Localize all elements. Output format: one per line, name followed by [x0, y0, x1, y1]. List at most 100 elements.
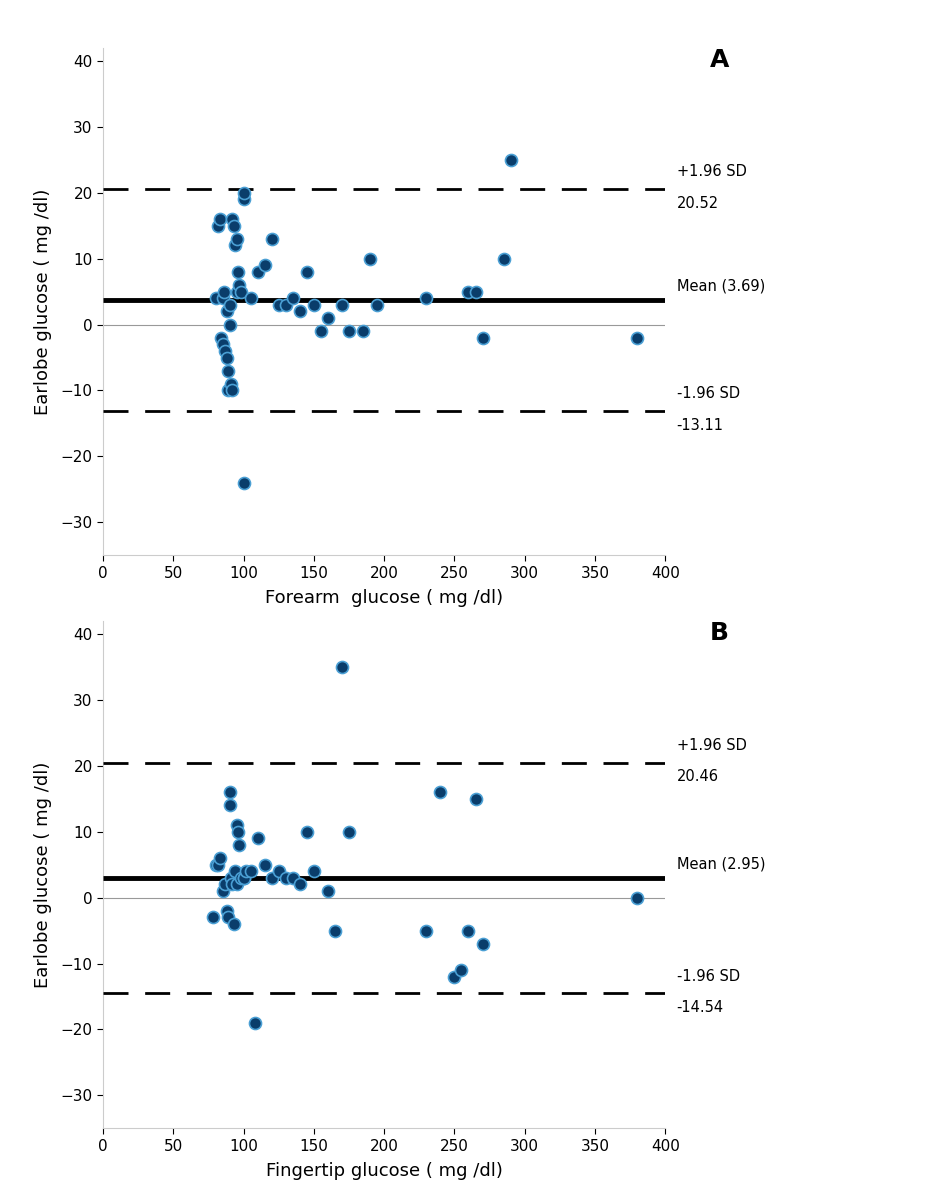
Point: [226, 216, 241, 235]
Point: [242, 289, 257, 308]
Text: -1.96 SD: -1.96 SD: [676, 386, 739, 401]
Point: [220, 907, 235, 927]
Point: [292, 302, 307, 321]
Point: [230, 823, 245, 842]
Point: [250, 263, 265, 282]
Point: [231, 276, 246, 295]
Point: [461, 282, 475, 301]
Text: A: A: [709, 48, 729, 72]
Point: [271, 862, 285, 881]
Point: [220, 361, 235, 380]
Point: [242, 862, 257, 881]
Point: [216, 282, 231, 301]
Point: [228, 229, 243, 248]
Point: [503, 150, 518, 170]
Text: -13.11: -13.11: [676, 418, 723, 432]
Point: [205, 907, 220, 927]
Point: [362, 250, 377, 269]
Point: [418, 289, 433, 308]
Point: [233, 282, 248, 301]
Point: [264, 868, 279, 887]
Point: [208, 855, 223, 874]
Point: [214, 334, 230, 353]
Point: [236, 473, 251, 492]
Point: [211, 216, 226, 235]
Point: [208, 289, 223, 308]
Point: [256, 256, 271, 275]
Text: -14.54: -14.54: [676, 1001, 723, 1015]
Point: [264, 229, 279, 248]
Point: [228, 282, 243, 301]
Text: 20.46: 20.46: [676, 769, 718, 784]
Point: [212, 210, 227, 229]
Point: [629, 888, 644, 907]
Text: Mean (2.95): Mean (2.95): [676, 856, 764, 872]
Point: [327, 921, 342, 940]
Point: [334, 658, 349, 677]
Point: [453, 961, 468, 980]
Point: [467, 789, 482, 808]
Text: Mean (3.69): Mean (3.69): [676, 278, 764, 294]
Point: [475, 328, 490, 347]
Point: [217, 341, 232, 361]
Point: [228, 875, 243, 894]
Point: [231, 836, 246, 855]
Point: [226, 915, 241, 934]
Point: [230, 263, 245, 282]
Point: [225, 381, 240, 400]
Text: +1.96 SD: +1.96 SD: [676, 165, 746, 179]
Point: [236, 183, 251, 202]
Point: [233, 868, 248, 887]
Point: [212, 849, 227, 868]
Point: [306, 295, 321, 314]
Point: [223, 868, 238, 887]
Point: [285, 289, 300, 308]
Point: [306, 862, 321, 881]
Point: [278, 295, 293, 314]
X-axis label: Forearm  glucose ( mg /dl): Forearm glucose ( mg /dl): [265, 589, 503, 607]
Point: [299, 823, 314, 842]
Point: [320, 308, 335, 327]
Point: [334, 295, 349, 314]
Y-axis label: Earlobe glucose ( mg /dl): Earlobe glucose ( mg /dl): [34, 189, 52, 414]
Point: [225, 875, 240, 894]
Point: [320, 881, 335, 900]
Point: [250, 829, 265, 848]
Y-axis label: Earlobe glucose ( mg /dl): Earlobe glucose ( mg /dl): [34, 762, 52, 987]
Point: [313, 321, 328, 340]
Point: [629, 328, 644, 347]
Point: [461, 921, 475, 940]
Point: [236, 190, 251, 209]
Point: [236, 868, 251, 887]
Point: [227, 862, 242, 881]
Point: [475, 934, 490, 953]
Point: [219, 302, 234, 321]
Point: [225, 210, 240, 229]
Point: [418, 921, 433, 940]
Point: [467, 282, 482, 301]
Point: [341, 823, 356, 842]
Point: [446, 967, 461, 986]
Point: [355, 321, 370, 340]
Text: B: B: [709, 621, 728, 645]
X-axis label: Fingertip glucose ( mg /dl): Fingertip glucose ( mg /dl): [266, 1162, 502, 1180]
Point: [299, 263, 314, 282]
Point: [214, 289, 230, 308]
Text: -1.96 SD: -1.96 SD: [676, 968, 739, 984]
Point: [211, 855, 226, 874]
Point: [247, 1014, 262, 1033]
Point: [271, 295, 285, 314]
Point: [214, 881, 230, 900]
Point: [495, 250, 510, 269]
Point: [219, 901, 234, 921]
Point: [222, 315, 237, 334]
Text: 20.52: 20.52: [676, 196, 718, 211]
Point: [222, 796, 237, 816]
Point: [217, 875, 232, 894]
Point: [239, 862, 254, 881]
Point: [285, 868, 300, 887]
Point: [223, 374, 238, 393]
Point: [227, 236, 242, 256]
Point: [213, 328, 228, 347]
Point: [228, 816, 243, 835]
